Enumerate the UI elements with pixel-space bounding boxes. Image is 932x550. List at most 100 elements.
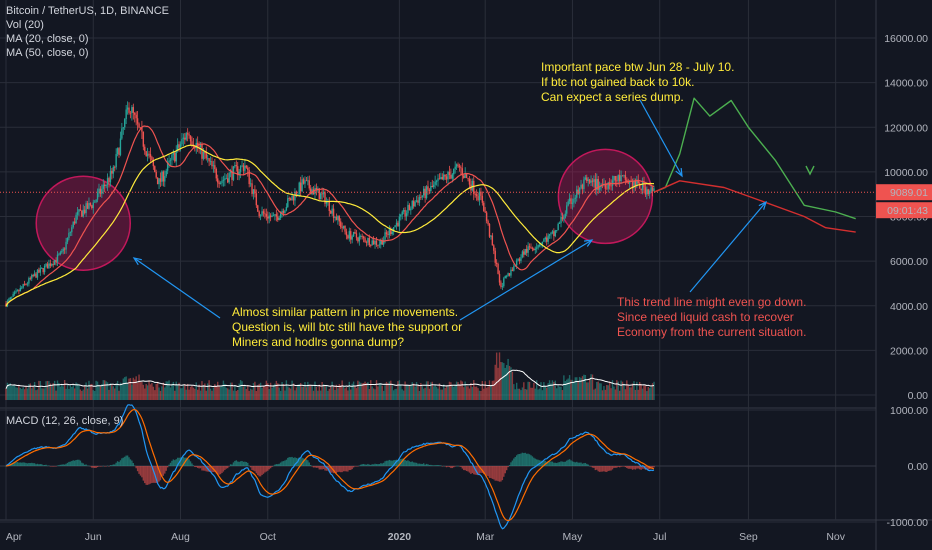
candle-body [342,225,345,229]
candle-body [12,293,14,297]
volume-bar [468,388,471,400]
volume-bar [51,384,53,400]
volume-bar [299,383,302,400]
ma50-line [5,144,655,307]
candle-body [258,211,260,217]
volume-bar [88,380,90,400]
candle-body [31,275,33,279]
volume-legend[interactable]: Vol (20) [6,19,44,31]
candle-body [35,273,37,278]
volume-bar [332,386,335,400]
candle-body [11,296,13,298]
volume-bar [217,381,219,400]
projections [0,97,876,233]
candle-body [523,251,525,255]
candle-body [242,165,245,171]
macd-histogram-bar [563,461,565,466]
macd-histogram-bar [73,460,76,466]
macd-histogram-bar [45,464,47,466]
candle-body [5,303,7,307]
candle-body [372,240,375,245]
volume-bar [541,390,544,400]
macd-histogram-bar [352,466,355,468]
candle-body [355,233,358,238]
volume-bar [146,385,149,400]
volume-bar [218,386,220,400]
volume-bar [361,383,363,400]
macd-histogram-bar [397,460,399,466]
volume-bar [503,363,505,400]
volume-bar [461,381,464,400]
candle-body [209,161,212,162]
candle-body [550,232,552,235]
macd-histogram-bar [272,465,275,467]
ma20-legend[interactable]: MA (20, close, 0) [6,33,89,45]
volume-bar [334,389,336,400]
macd-histogram-bar [422,463,425,466]
macd-histogram-bar [76,459,79,466]
candle-body [104,184,106,187]
volume-bar [58,382,60,400]
candle-body [45,263,47,266]
candle-body [588,179,591,183]
volume-bar [511,371,514,400]
volume-bar [222,380,225,400]
volume-bar [96,381,99,400]
volume-bar [165,381,167,400]
volume-bar [638,381,641,400]
volume-bar [620,380,622,400]
candle-body [221,180,223,184]
macd-histogram-bar [488,466,491,478]
candle-body [571,202,574,204]
volume-bar [32,386,34,400]
macd-legend[interactable]: MACD (12, 26, close, 9) [6,415,124,427]
volume-bar [463,387,465,400]
macd-histogram-bar [570,460,572,466]
volume-bar [431,381,433,400]
volume-bar [566,379,568,400]
macd-histogram-bar [521,452,524,466]
macd-histogram-bar [410,461,412,466]
volume-bar [404,381,406,400]
candle-body [576,189,578,198]
volume-bar [374,389,376,400]
candle-body [98,188,100,194]
macd-histogram-bar [433,465,435,466]
volume-bar [281,381,283,400]
macd-histogram-bar [247,462,249,466]
symbol-title[interactable]: Bitcoin / TetherUS, 1D, BINANCE [6,5,170,17]
macd-histogram-bar [39,464,42,466]
volume-bar [309,385,312,400]
volume-bar [148,380,150,400]
macd-histogram-bar [503,466,505,477]
volume-bar [474,386,476,400]
volume-bar [370,380,372,400]
volume-bar [312,390,315,400]
candle-body [567,201,569,206]
volume-bar [304,382,306,400]
volume-bar [275,380,278,400]
ma50-legend[interactable]: MA (50, close, 0) [6,47,89,59]
macd-histogram-bar [92,466,94,468]
volume-bar [435,386,438,400]
macd-histogram-bar [557,462,559,466]
candle-body [620,175,622,182]
candle-body [294,191,296,201]
macd-histogram-bar [375,463,378,466]
candle-body [162,171,165,182]
candle-body [298,182,300,194]
volume-bar [460,380,462,400]
candle-body [387,234,389,236]
candle-body [112,166,114,174]
candle-body [245,165,248,168]
volume-bar [342,385,345,400]
volume-bar [348,381,351,400]
macd-histogram-bar [593,466,595,468]
macd-histogram-bar [91,466,93,468]
macd-histogram-bar [112,464,114,466]
macd-histogram-bar [255,466,258,474]
candle-body [205,153,207,159]
candle-body [530,247,532,249]
candle-body [544,237,546,240]
candle-body [288,198,290,200]
